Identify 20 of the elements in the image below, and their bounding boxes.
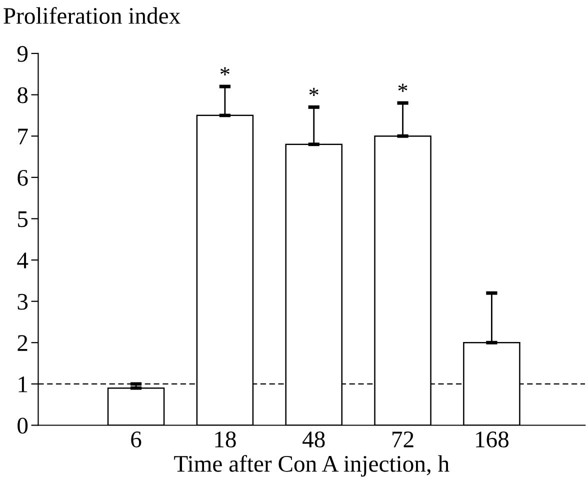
y-tick-label: 8 [18, 87, 28, 104]
y-tick-label: 4 [17, 252, 28, 268]
x-tick-label: 72 [392, 432, 414, 448]
y-tick-label: 6 [18, 170, 28, 186]
y-tick-label: 5 [18, 211, 28, 228]
x-tick-label: 168 [476, 431, 509, 448]
x-tick-label: 18 [215, 431, 236, 448]
annotation: * [398, 84, 408, 92]
x-axis-title: Time after Con A injection, h [174, 454, 450, 477]
y-tick-label: 9 [17, 46, 28, 62]
annotation: * [220, 67, 230, 76]
y-tick-label: 1 [18, 376, 28, 392]
y-tick-label: 2 [18, 335, 28, 351]
y-tick-label: 3 [18, 294, 28, 310]
y-tick-label: 0 [18, 418, 28, 434]
y-tick-label: 7 [18, 128, 28, 144]
annotation: * [309, 88, 318, 96]
x-tick-label: 48 [302, 431, 325, 448]
y-axis-title: Proliferation index [4, 7, 180, 24]
x-tick-label: 6 [131, 432, 142, 448]
